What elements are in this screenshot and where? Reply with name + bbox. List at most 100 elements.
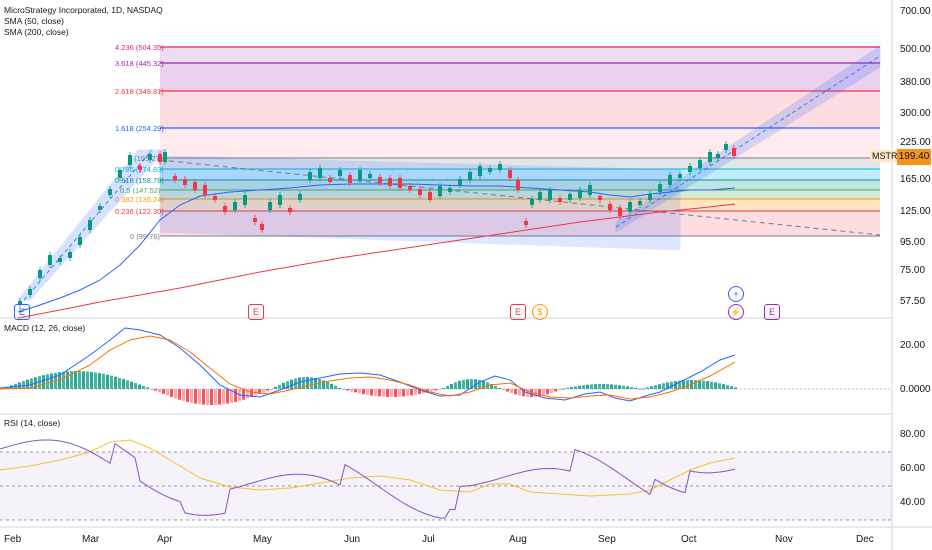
macd-bar [214,389,217,405]
macd-bar [522,389,525,397]
ticker-tag: MSTR [870,150,900,162]
candle [588,185,592,195]
macd-bar [406,389,409,397]
sma50-label[interactable]: SMA (50, close) [4,16,64,26]
candle [163,152,167,162]
candle [708,152,712,162]
macd-bar [162,389,165,394]
candle [558,198,562,202]
candle [183,179,187,185]
macd-bar [658,384,661,389]
macd-histogram [2,371,737,405]
candle [508,170,512,178]
macd-bar [458,380,461,389]
macd-bar [222,389,225,405]
dividend-marker[interactable]: $ [532,304,548,320]
candle [253,218,257,222]
earnings-marker-apr[interactable]: E [248,304,264,320]
macd-bar [202,389,205,405]
candle [28,289,32,295]
macd-bar [330,383,333,389]
parallel-channel-right[interactable] [615,45,881,233]
macd-bar [538,389,541,397]
macd-bar [390,389,393,397]
candle [516,180,520,190]
candle [158,154,162,162]
macd-bar [142,385,145,389]
candle [478,166,482,176]
macd-axis: 20.00 0.0000 [900,340,931,395]
macd-bar [278,384,281,389]
macd-bar [186,389,189,402]
time-axis-tick: Sep [598,534,616,545]
macd-bar [114,376,117,389]
macd-bar [354,389,357,393]
macd-bar [282,382,285,389]
candle [203,185,207,195]
macd-bar [510,389,513,393]
macd-bar [682,380,685,389]
candle [48,255,52,265]
fib-level-label: 0.5 (147.52) [120,186,161,195]
macd-title[interactable]: MACD (12, 26, close) [4,323,86,333]
macd-bar [246,389,249,399]
earnings-marker-aug[interactable]: E [510,304,526,320]
macd-bar [638,388,641,390]
macd-bar [106,374,109,389]
candle [338,170,342,176]
macd-bar [634,387,637,389]
macd-signal-line [0,335,736,400]
macd-bar [174,389,177,399]
price-axis-tick: 95.00 [900,237,925,248]
symbol-title[interactable]: MicroStrategy Incorporated, 1D, NASDAQ [4,5,163,15]
macd-bar [718,383,721,389]
macd-bar [182,389,185,401]
macd-bar [394,389,397,397]
macd-bar [610,384,613,389]
candle [578,190,582,198]
earnings-marker-oct[interactable]: E [764,304,780,320]
candle [698,160,702,168]
fib-level-label: 0.236 (122.30) [115,207,164,216]
macd-bar [130,381,133,389]
macd-bar [266,389,269,391]
add-event-icon[interactable]: + [728,286,744,302]
time-axis-tick: Oct [681,534,697,545]
macd-bar [666,382,669,389]
candle [628,202,632,212]
price-axis-tick: 700.00 [900,6,931,17]
candle [128,155,132,165]
candle [260,224,264,230]
macd-bar [226,389,229,404]
time-axis[interactable]: Feb Mar Apr May Jun Jul Aug Sep Oct Nov Dec [4,534,874,545]
rsi-title[interactable]: RSI (14, close) [4,418,61,428]
candle [308,172,312,180]
candle [318,168,322,178]
macd-bar [326,381,329,389]
macd-bar [230,389,233,403]
candle [418,189,422,195]
macd-bar [30,378,33,389]
split-marker[interactable]: ⚡ [728,304,744,320]
macd-bar [286,381,289,389]
macd-axis-tick: 20.00 [900,340,925,351]
time-axis-tick: Apr [157,534,173,545]
rsi-axis-tick: 80.00 [900,429,925,440]
macd-bar [550,389,553,393]
macd-bar [190,389,193,403]
macd-bar [442,387,445,389]
candle [724,144,728,150]
macd-bar [298,377,301,389]
candle [498,164,502,170]
macd-bar [138,384,141,389]
candlestick-series[interactable] [18,141,736,308]
macd-bar [530,389,533,397]
sma200-label[interactable]: SMA (200, close) [4,27,69,37]
macd-bar [386,389,389,397]
macd-bar [6,386,9,389]
earnings-marker-feb[interactable]: E [14,304,30,320]
price-axis[interactable]: 700.00 500.00 380.00 300.00 225.00 165.00 125.… [900,6,931,307]
candle [524,221,528,225]
macd-bar [562,388,565,390]
